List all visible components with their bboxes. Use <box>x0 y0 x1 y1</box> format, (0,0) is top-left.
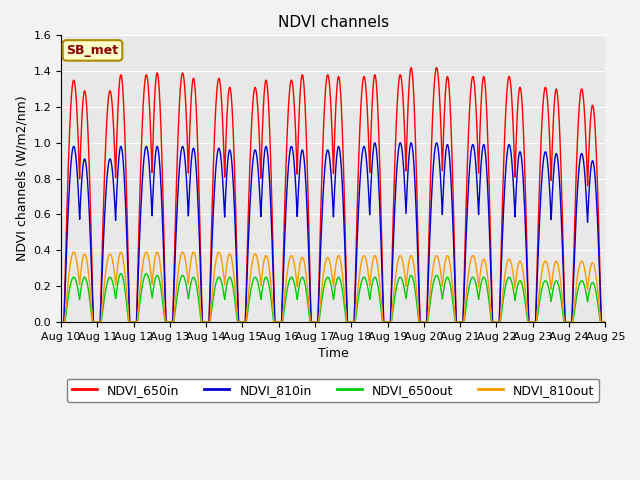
NDVI_810out <box>486 293 493 299</box>
Title: NDVI channels: NDVI channels <box>278 15 388 30</box>
NDVI_650in <box>173 150 181 156</box>
NDVI_810out <box>408 254 416 260</box>
X-axis label: Time: Time <box>318 347 349 360</box>
NDVI_650in <box>168 319 175 325</box>
NDVI_810in <box>173 200 181 205</box>
NDVI_810out <box>168 319 175 325</box>
Legend: NDVI_650in, NDVI_810in, NDVI_650out, NDVI_810out: NDVI_650in, NDVI_810in, NDVI_650out, NDV… <box>67 379 600 402</box>
Text: SB_met: SB_met <box>67 44 118 57</box>
NDVI_650in <box>486 196 493 202</box>
NDVI_810out <box>261 255 269 261</box>
Line: NDVI_810out: NDVI_810out <box>61 252 605 322</box>
NDVI_810out <box>600 319 607 325</box>
NDVI_650in <box>57 319 65 325</box>
NDVI_650out <box>408 274 416 279</box>
NDVI_650out <box>168 319 175 325</box>
NDVI_810in <box>600 319 607 325</box>
NDVI_650out <box>600 319 607 325</box>
NDVI_650out <box>117 271 125 276</box>
Line: NDVI_810in: NDVI_810in <box>61 143 605 322</box>
NDVI_650out <box>486 302 493 308</box>
NDVI_810out <box>57 319 65 325</box>
NDVI_810out <box>70 249 77 255</box>
NDVI_810out <box>173 275 181 280</box>
NDVI_810in <box>408 143 416 148</box>
NDVI_810in <box>602 319 609 325</box>
NDVI_650in <box>261 84 269 89</box>
NDVI_810in <box>57 319 65 325</box>
NDVI_810in <box>261 148 269 154</box>
NDVI_650in <box>602 319 609 325</box>
NDVI_810in <box>168 319 175 325</box>
Line: NDVI_650in: NDVI_650in <box>61 68 605 322</box>
NDVI_650in <box>408 69 416 74</box>
NDVI_810in <box>433 140 440 146</box>
NDVI_650out <box>57 319 65 325</box>
Line: NDVI_650out: NDVI_650out <box>61 274 605 322</box>
NDVI_810out <box>602 319 609 325</box>
NDVI_650out <box>173 290 181 296</box>
NDVI_650in <box>600 319 607 325</box>
NDVI_650in <box>433 65 440 71</box>
NDVI_650out <box>602 319 609 325</box>
NDVI_650out <box>261 276 269 281</box>
NDVI_810in <box>486 230 493 236</box>
Y-axis label: NDVI channels (W/m2/nm): NDVI channels (W/m2/nm) <box>15 96 28 262</box>
